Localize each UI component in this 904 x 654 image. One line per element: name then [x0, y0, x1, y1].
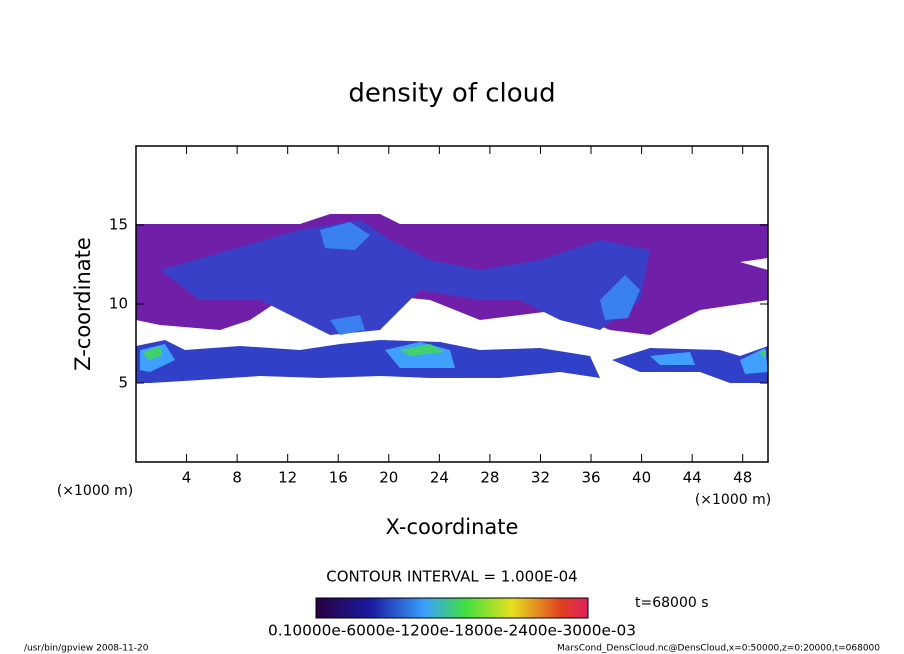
- time-label: t=68000 s: [635, 595, 709, 611]
- colorbar-labels: 0.10000e-6000e-1200e-1800e-2400e-3000e-0…: [268, 622, 636, 640]
- chart-title: density of cloud: [348, 79, 555, 109]
- upper-core: [160, 220, 650, 335]
- y-tick-label: 10: [109, 295, 128, 313]
- x-tick-label: 28: [480, 469, 499, 487]
- y-axis-title: Z-coordinate: [71, 237, 95, 371]
- footer-left: /usr/bin/gpview 2008-11-20: [24, 644, 149, 654]
- x-tick-label: 8: [232, 469, 242, 487]
- x-axis-title: X-coordinate: [386, 515, 519, 539]
- lower-highlight: [140, 342, 768, 374]
- y-tick-label: 15: [109, 216, 128, 234]
- x-tick-label: 12: [278, 469, 297, 487]
- footer-right: MarsCond_DensCloud.nc@DensCloud,x=0:5000…: [557, 644, 880, 654]
- x-tick-label: 20: [379, 469, 398, 487]
- x-unit-left: (×1000 m): [57, 483, 133, 499]
- x-tick-label: 24: [430, 469, 449, 487]
- x-unit-right: (×1000 m): [695, 492, 771, 508]
- upper-highlight: [320, 222, 640, 335]
- x-tick-label: 44: [683, 469, 702, 487]
- lower-band: [136, 340, 600, 383]
- cloud-field: [136, 214, 768, 383]
- x-tick-label: 32: [531, 469, 550, 487]
- x-tick-label: 36: [581, 469, 600, 487]
- x-tick-label: 16: [329, 469, 348, 487]
- x-tick-label: 4: [182, 469, 192, 487]
- x-tick-label: 40: [632, 469, 651, 487]
- colorbar: [315, 597, 589, 619]
- x-tick-label: 48: [733, 469, 752, 487]
- contour-interval: CONTOUR INTERVAL = 1.000E-04: [326, 568, 577, 586]
- y-tick-label: 5: [118, 374, 128, 392]
